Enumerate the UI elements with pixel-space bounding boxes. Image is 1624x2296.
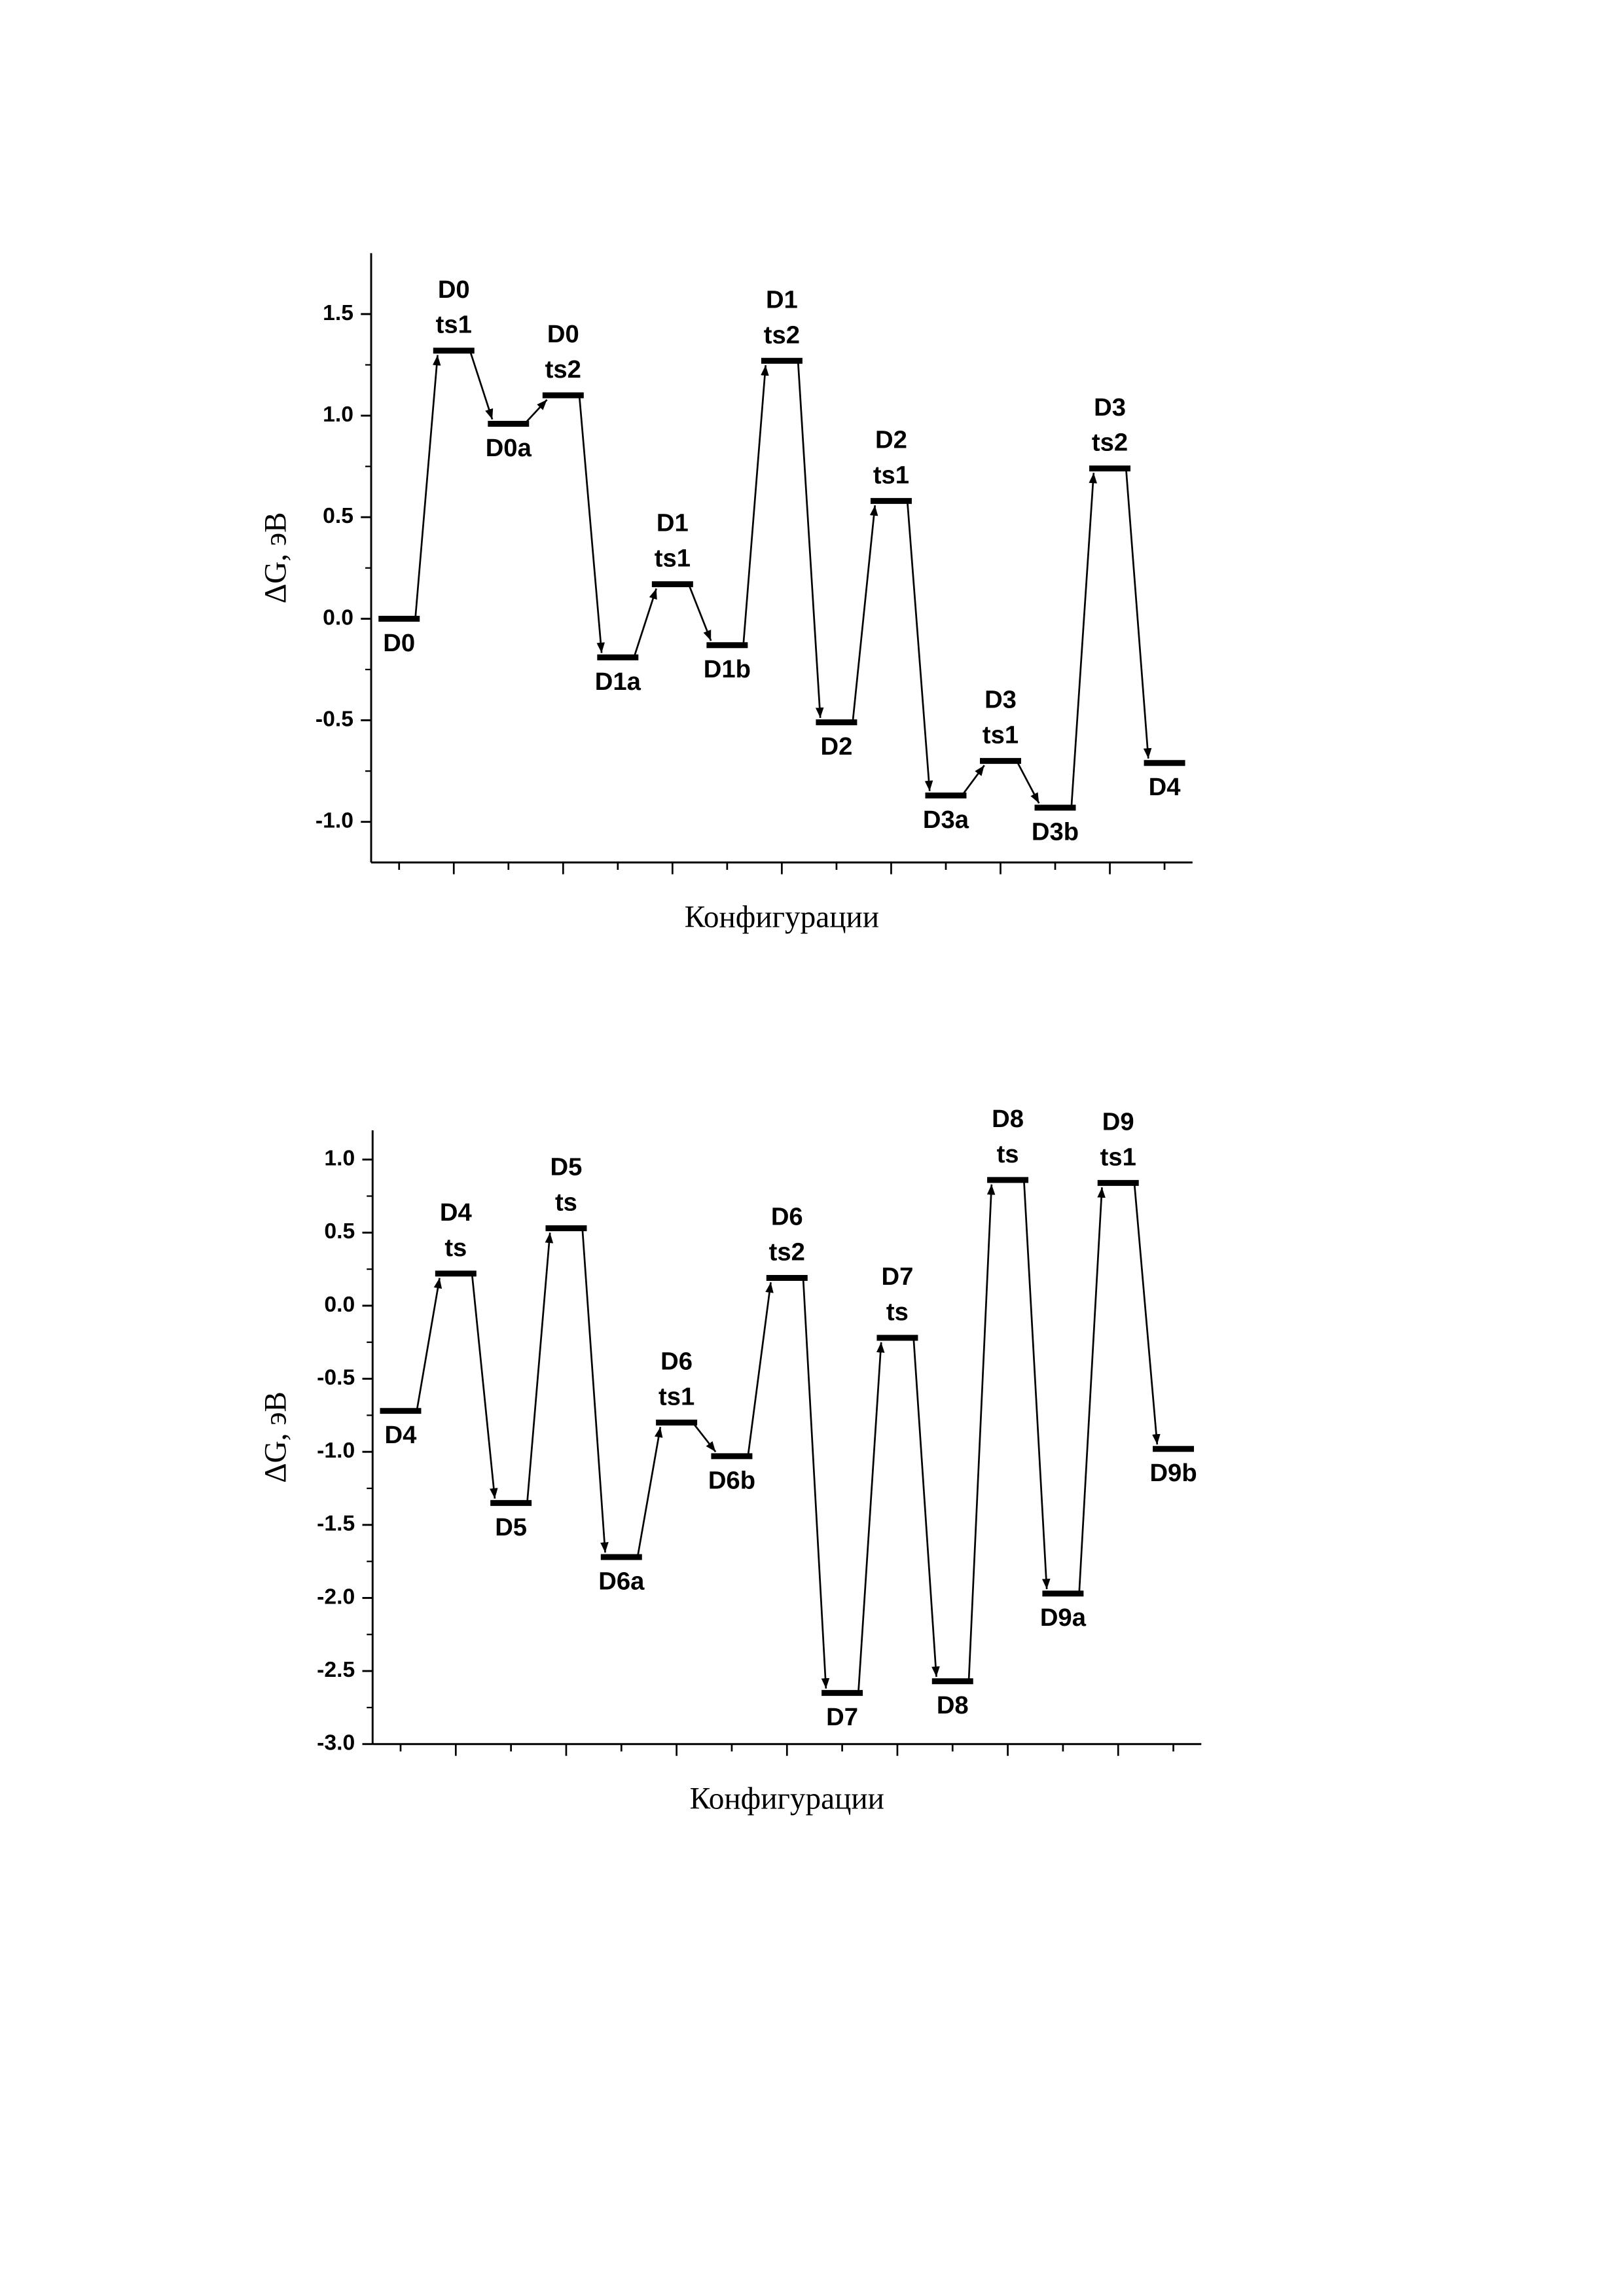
- level-label: D6a: [598, 1567, 645, 1595]
- transition-arrow: [852, 505, 878, 723]
- transition-arrow: [1070, 473, 1098, 808]
- y-tick-label: -1.0: [317, 1438, 355, 1463]
- y-tick-label: 0.5: [323, 503, 353, 528]
- level-label: ts1: [873, 461, 909, 489]
- level-label: ts1: [655, 545, 691, 573]
- y-tick-label: -2.0: [317, 1584, 355, 1609]
- transition-arrow: [1125, 468, 1152, 759]
- transition-arrow: [912, 1337, 940, 1677]
- level-label: ts2: [769, 1238, 805, 1266]
- chart: -3.0 -2.5 -2.0 -1.5 -1.0 -0.5 0.0 0.5 1.0 D4 D4 ts D…: [259, 1105, 1202, 1816]
- transition-arrow: [687, 584, 712, 641]
- transition-arrow: [1078, 1187, 1106, 1594]
- level-label: D9: [1102, 1107, 1134, 1136]
- transition-arrow: [692, 1422, 717, 1452]
- x-axis-title: Конфигурации: [690, 1782, 884, 1816]
- level-label: D4: [385, 1421, 418, 1449]
- level-label: D0: [438, 276, 470, 304]
- level-label: ts1: [436, 311, 472, 339]
- y-tick-label: -0.5: [316, 706, 353, 731]
- transition-arrow: [1022, 1179, 1051, 1590]
- level-label: D3b: [1032, 817, 1079, 846]
- level-label: ts: [444, 1234, 467, 1262]
- x-axis-title: Конфигурации: [685, 901, 879, 935]
- level-label: D6b: [708, 1466, 755, 1494]
- y-tick-label: 0.0: [323, 605, 353, 630]
- y-tick-label: 1.0: [324, 1146, 355, 1171]
- level-label: D8: [937, 1691, 969, 1719]
- transition-arrow: [967, 1184, 996, 1681]
- level-label: D1: [766, 285, 798, 314]
- level-label: D1a: [595, 668, 641, 696]
- level-label: D1: [657, 509, 689, 537]
- transition-arrow: [633, 588, 657, 658]
- level-label: ts1: [983, 721, 1019, 749]
- y-axis-title: ΔG, эВ: [259, 1391, 293, 1483]
- transition-arrow: [802, 1278, 830, 1689]
- level-label: ts2: [1092, 429, 1128, 457]
- level-label: D2: [875, 425, 907, 454]
- transition-arrow: [416, 1278, 442, 1411]
- level-label: ts2: [545, 355, 581, 384]
- y-tick-label: 1.0: [323, 402, 353, 427]
- y-tick-label: 1.5: [323, 300, 353, 325]
- level-label: D6: [771, 1203, 803, 1231]
- level-label: ts: [555, 1189, 577, 1217]
- transition-arrow: [906, 501, 933, 791]
- level-label: ts1: [1100, 1143, 1136, 1171]
- level-label: ts: [886, 1298, 909, 1326]
- transition-arrow: [1016, 760, 1040, 804]
- transition-arrow: [1133, 1183, 1161, 1445]
- level-label: D0a: [486, 434, 532, 462]
- transition-arrow: [961, 764, 985, 797]
- level-label: D9a: [1040, 1604, 1087, 1632]
- transition-arrow: [742, 365, 769, 645]
- transition-arrow: [469, 350, 494, 420]
- level-label: D5: [550, 1153, 583, 1181]
- transition-arrow: [581, 1228, 609, 1553]
- y-tick-label: -0.5: [317, 1365, 355, 1390]
- transition-arrow: [524, 399, 548, 425]
- level-label: D2: [820, 732, 852, 761]
- transition-arrow: [471, 1273, 498, 1499]
- y-tick-label: -1.0: [316, 808, 353, 833]
- y-tick-label: -1.5: [317, 1511, 355, 1536]
- level-label: D7: [881, 1263, 913, 1291]
- level-label: ts2: [764, 321, 800, 349]
- level-label: D1b: [704, 655, 751, 683]
- level-label: D5: [495, 1513, 527, 1541]
- level-label: D9b: [1149, 1459, 1197, 1487]
- y-tick-label: 0.0: [324, 1292, 355, 1317]
- y-tick-label: -2.5: [317, 1657, 355, 1682]
- level-label: D3a: [923, 806, 969, 834]
- transition-arrow: [747, 1282, 774, 1457]
- transition-arrow: [636, 1427, 663, 1558]
- y-tick-label: -3.0: [317, 1731, 355, 1755]
- transition-arrow: [797, 361, 824, 718]
- y-tick-label: 0.5: [324, 1219, 355, 1244]
- level-label: ts: [997, 1140, 1019, 1168]
- level-label: D4: [440, 1198, 473, 1227]
- transition-arrow: [414, 355, 441, 619]
- level-label: D0: [547, 320, 579, 348]
- level-label: ts1: [659, 1383, 695, 1411]
- level-label: D7: [826, 1703, 858, 1731]
- level-label: D6: [660, 1348, 693, 1376]
- level-label: D8: [992, 1105, 1024, 1133]
- transition-arrow: [578, 395, 605, 653]
- transition-arrow: [857, 1342, 885, 1693]
- level-label: D3: [984, 686, 1017, 714]
- level-label: D3: [1094, 393, 1126, 422]
- level-label: D0: [383, 629, 415, 657]
- transition-arrow: [526, 1232, 554, 1503]
- level-label: D4: [1149, 773, 1182, 801]
- chart: -1.0 -0.5 0.0 0.5 1.0 1.5 D0 D0 ts1 D0a D0 ts2 D1a D1…: [259, 253, 1193, 935]
- y-axis-title: ΔG, эВ: [259, 512, 293, 603]
